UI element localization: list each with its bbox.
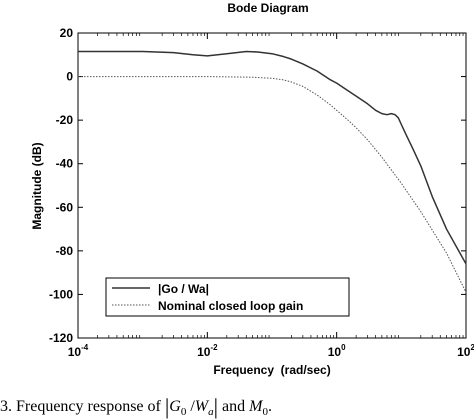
caption-end: . <box>267 398 272 415</box>
y-tick-label: -100 <box>49 287 73 301</box>
x-tick-exponent: 0 <box>341 343 346 352</box>
series-line-closed-loop-gain <box>78 76 467 293</box>
x-tick-label: 100 <box>328 343 346 359</box>
series-line-go-wa <box>78 50 467 265</box>
caption-slash: / <box>186 398 195 415</box>
series-layer <box>78 50 467 293</box>
x-tick-labels: 10-4 10-2 100 102 <box>68 343 474 359</box>
caption-prefix: 3. Frequency response of <box>0 398 161 415</box>
y-axis-label: Magnitude (dB) <box>30 142 44 229</box>
legend: |Go / Wa| Nominal closed loop gain <box>105 277 350 317</box>
y-tick-label: -60 <box>56 200 74 214</box>
caption-m-symbol: M <box>249 398 263 415</box>
y-tick-label: 20 <box>60 26 74 40</box>
x-tick-base: 10 <box>68 345 82 359</box>
caption-abs-right: | <box>213 394 218 419</box>
x-tick-label: 10-4 <box>68 343 89 359</box>
x-tick-exponent: 2 <box>470 343 474 352</box>
y-tick-label: 0 <box>66 70 73 84</box>
x-tick-label: 10-2 <box>197 343 218 359</box>
axis-ticks <box>77 32 467 339</box>
caption-m-sub: 0 <box>262 406 268 419</box>
x-tick-base: 10 <box>457 345 471 359</box>
legend-box <box>105 277 350 317</box>
caption-and: and <box>222 398 246 415</box>
x-tick-exponent: -2 <box>210 343 218 352</box>
y-tick-label: -80 <box>56 244 74 258</box>
y-tick-label: -20 <box>56 113 74 127</box>
caption-w-sub: a <box>208 406 214 419</box>
caption-g-symbol: G <box>169 398 181 415</box>
caption-abs-left: | <box>164 394 170 419</box>
x-tick-base: 10 <box>197 345 211 359</box>
bode-figure: Bode Diagram 200-20-40-60-80-100-120 10-… <box>30 1 474 377</box>
caption-w-symbol: W <box>194 398 209 415</box>
figure-caption: 3. Frequency response of |G0 /Wa| and M0… <box>0 394 474 420</box>
y-tick-labels: 20 0 -20 -40 -60 -80 -100 -120 <box>49 26 73 345</box>
caption-g-sub: 0 <box>180 406 187 419</box>
x-tick-base: 10 <box>328 345 342 359</box>
x-axis-label: Frequency (rad/sec) <box>213 363 330 377</box>
x-tick-exponent: -4 <box>81 343 89 352</box>
chart-title: Bode Diagram <box>227 1 308 15</box>
x-tick-label: 102 <box>457 343 474 359</box>
legend-label-closed-loop: Nominal closed loop gain <box>158 299 303 313</box>
y-tick-label: -120 <box>49 331 73 345</box>
legend-label-go-wa: |Go / Wa| <box>158 282 209 296</box>
y-tick-label: -40 <box>56 157 74 171</box>
